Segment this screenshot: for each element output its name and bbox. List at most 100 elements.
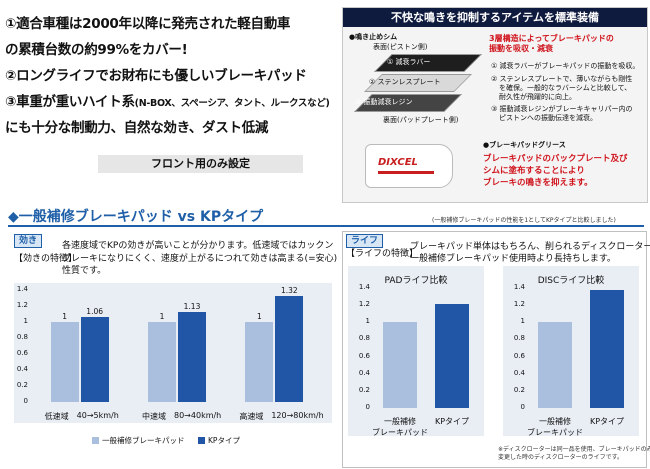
- feature-1-line-2: の累積台数の約99%をカバー!: [5, 42, 188, 58]
- bar-value-label: 1.13: [183, 301, 201, 311]
- life-text-2: 一般補修ブレーキパッド使用時より長持ちします。: [410, 254, 616, 264]
- life-ytick: 0.4: [513, 368, 525, 377]
- life-category-label: 一般補修: [384, 417, 416, 426]
- life-ytick: 1.4: [513, 283, 525, 291]
- anti-squeal-panel: 不快な鳴きを抑制するアイテムを標準装備 ●鳴き止めシム 表面(ピストン側) ① …: [342, 7, 648, 203]
- general-bar: [245, 322, 274, 402]
- effect-intro: 各速度域でKPの効きが高いことが分かります。低速域ではカックン: [62, 241, 334, 251]
- life-category-label: KPタイプ: [589, 417, 625, 426]
- life-tag: ライフ: [346, 234, 384, 248]
- legend-general-label: 一般補修ブレーキパッド: [102, 436, 185, 445]
- general-bar: [148, 322, 176, 402]
- life-category-label: 一般補修: [539, 417, 571, 426]
- shim-headline-2: 振動を吸収・減衰: [489, 44, 553, 53]
- life-ytick: 0: [365, 403, 370, 411]
- life-note-2: 変更した時のディスクローターのライフです。: [498, 454, 623, 461]
- general-bar: [383, 322, 417, 408]
- life-ytick: 0.8: [513, 334, 525, 343]
- comparison-note: (一般補修ブレーキパッドの性能を1としてKPタイプと比較しました): [432, 217, 616, 224]
- effect-ytick: 0.6: [16, 349, 28, 357]
- effect-ytick: 0.4: [16, 365, 28, 373]
- bar-value-label: 1.06: [86, 307, 103, 317]
- life-category-label: ブレーキパッド: [372, 428, 428, 437]
- life-ytick: 1: [365, 317, 370, 326]
- feature-3-line-2: にも十分な制動力、自然な効き、ダスト低減: [5, 120, 269, 136]
- life-panel: [342, 231, 647, 468]
- shim-title: ●鳴き止めシム: [349, 33, 398, 41]
- shim-desc-4: 耐久性が飛躍的に向上。: [499, 93, 576, 101]
- effect-category-range: 120→80km/h: [271, 411, 324, 420]
- legend-general-swatch: [92, 437, 99, 444]
- shim-desc-6: ピストンへの振動伝達を減衰。: [499, 114, 597, 122]
- life-feature-label: 【ライフの特徴】: [346, 249, 419, 259]
- bar-value-label: 1: [159, 312, 165, 321]
- grease-stripe: [378, 171, 434, 174]
- feature-1-line-1: ①適合車種は2000年以降に発売された軽自動車: [5, 16, 291, 32]
- life-ytick: 1: [520, 317, 525, 326]
- shim-desc-2: ② ステンレスプレートで、薄いながらも剛性: [491, 75, 633, 83]
- bar-value-label: 1: [62, 312, 68, 321]
- kp-bar: [435, 304, 469, 408]
- effect-category-name: 中速域: [142, 412, 166, 421]
- front-only-banner: フロント用のみ設定: [98, 155, 303, 173]
- feature-3-examples: (N-BOX、スペーシア、タント、ルークスなど): [134, 98, 330, 109]
- effect-ytick: 1.4: [16, 285, 28, 293]
- effect-category-name: 高速域: [239, 412, 264, 421]
- life-ytick: 0.6: [513, 351, 525, 360]
- effect-text-2: 性質です。: [62, 266, 107, 276]
- effect-ytick: 0.2: [16, 381, 28, 389]
- life-ytick: 1.2: [358, 300, 370, 309]
- life-ytick: 0: [520, 403, 525, 411]
- feature-3-line-1: ③車重が重いハイト系(N-BOX、スペーシア、タント、ルークスなど): [5, 90, 330, 110]
- life-note-1: ※ディスクローターは同一品を使用、ブレーキパッドのみ: [498, 446, 650, 453]
- title-underline: [8, 225, 644, 227]
- legend-kp-swatch: [198, 437, 205, 444]
- general-bar: [538, 322, 572, 408]
- shim-front-label: 表面(ピストン側): [373, 43, 428, 51]
- effect-category-range: 80→40km/h: [174, 411, 222, 420]
- resin-layer-label: ③ 振動減衰レジン: [355, 98, 413, 106]
- effect-text-1: ブレーキになりにくく、速度が上がるにつれて効きは高まる(=安心): [62, 254, 338, 264]
- life-text-1: ブレーキパッド単体はもちろん、削られるディスクローターも: [410, 242, 650, 252]
- life-chart-title: DISCライフ比較: [537, 276, 605, 286]
- kp-bar: [590, 289, 624, 408]
- grease-brand: DIXCEL: [378, 157, 418, 168]
- grease-text-1: ブレーキパッドのバックプレート及び: [483, 154, 628, 164]
- kp-bar: [275, 296, 304, 402]
- effect-category-range: 40→5km/h: [76, 411, 119, 420]
- shim-back-label: 裏面(パッドプレート側): [383, 116, 459, 124]
- shim-desc-3: を確保。一般的なラバーシムと比較して、: [499, 84, 632, 92]
- rubber-layer-label: ① 減衰ラバー: [387, 58, 431, 66]
- effect-ytick: 0: [23, 397, 28, 405]
- life-chart-title: PADライフ比較: [384, 276, 448, 286]
- bar-value-label: 1.32: [280, 286, 298, 296]
- kp-bar: [80, 317, 109, 402]
- grease-text-3: ブレーキの鳴きを抑えます。: [483, 178, 593, 188]
- life-category-label: ブレーキパッド: [527, 428, 583, 437]
- life-category-label: KPタイプ: [434, 417, 470, 426]
- grease-text-2: シムに塗布することにより: [483, 166, 585, 176]
- bar-value-label: 1: [256, 312, 262, 321]
- life-ytick: 0.6: [358, 351, 370, 360]
- shim-desc-1: ① 減衰ラバーがブレーキパッドの振動を吸収。: [491, 62, 640, 70]
- grease-tube-image: DIXCEL: [365, 144, 453, 188]
- effect-ytick: 0.8: [16, 333, 28, 341]
- comparison-title: ◆一般補修ブレーキパッド vs KPタイプ: [8, 209, 264, 225]
- life-ytick: 1.2: [513, 300, 525, 309]
- life-ytick: 0.2: [513, 385, 525, 394]
- effect-feature-label: 【効きの特徴】: [14, 254, 78, 264]
- legend-kp-label: KPタイプ: [208, 436, 240, 445]
- effect-tag: 効き: [14, 234, 43, 248]
- effect-ytick: 1.2: [16, 301, 28, 309]
- general-bar: [50, 322, 79, 402]
- life-ytick: 0.4: [358, 368, 370, 377]
- life-ytick: 0.8: [358, 334, 370, 343]
- shim-desc-5: ③ 振動減衰レジンがブレーキキャリパー内の: [491, 105, 633, 113]
- effect-category-name: 低速域: [44, 412, 69, 421]
- panel-header: 不快な鳴きを抑制するアイテムを標準装備: [343, 8, 647, 27]
- kp-bar: [178, 311, 206, 402]
- feature-2: ②ロングライフでお財布にも優しいブレーキパッド: [5, 68, 307, 84]
- grease-title: ●ブレーキパッドグリース: [483, 141, 566, 149]
- shim-headline-1: 3層構造によってブレーキパッドの: [489, 34, 614, 43]
- stainless-layer-label: ② ステンレスプレート: [369, 78, 441, 86]
